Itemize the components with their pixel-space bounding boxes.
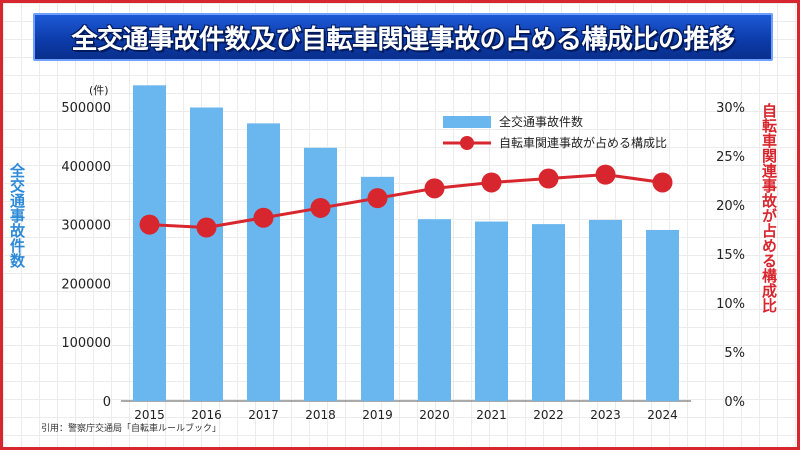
combo-chart: 0 100000 200000 300000 400000 500000 0% 5% 10% 15…: [61, 85, 745, 422]
left-tick-label: 500000: [61, 101, 111, 116]
right-tick-label: 30%: [716, 101, 745, 116]
x-tick-label: 2023: [590, 408, 621, 422]
line-point: [652, 172, 673, 193]
bar: [361, 176, 394, 401]
title-banner: 全交通事故件数及び自転車関連事故の占める構成比の推移: [33, 13, 773, 61]
right-tick-label: 15%: [716, 248, 745, 263]
right-tick-label: 10%: [716, 297, 745, 312]
legend-point-swatch: [460, 136, 474, 150]
bar: [532, 224, 565, 401]
right-axis-label: 自転車関連事故が占める構成比: [760, 103, 778, 313]
line-point: [481, 172, 502, 193]
x-tick-label: 2018: [305, 408, 336, 422]
bar: [418, 219, 451, 401]
x-tick-label: 2020: [419, 408, 450, 422]
line-point: [367, 188, 388, 209]
right-tick-label: 20%: [716, 199, 745, 214]
line-point: [196, 217, 217, 238]
chart-title: 全交通事故件数及び自転車関連事故の占める構成比の推移: [71, 24, 735, 55]
x-tick-label: 2021: [476, 408, 507, 422]
left-tick-label: 0: [103, 395, 111, 410]
x-tick-label: 2024: [647, 408, 678, 422]
x-tick-label: 2017: [248, 408, 279, 422]
line-point: [595, 164, 616, 185]
left-tick-label: 400000: [61, 160, 111, 175]
legend-bar-swatch: [443, 116, 491, 128]
line-point: [424, 178, 445, 199]
bar: [190, 107, 223, 401]
bar: [133, 85, 166, 401]
series-line: [149, 173, 663, 230]
left-axis-label: 全交通事故件数: [8, 163, 26, 268]
source-note: 引用：警察庁交通局「自転車ルールブック」: [41, 424, 222, 434]
left-tick-label: 300000: [61, 219, 111, 234]
x-tick-label: 2019: [362, 408, 393, 422]
left-tick-label: 100000: [61, 336, 111, 351]
right-tick-label: 5%: [724, 346, 745, 361]
bar: [304, 147, 337, 401]
line-point: [253, 207, 274, 228]
right-tick-label: 25%: [716, 150, 745, 165]
x-tick-label: 2016: [191, 408, 222, 422]
bar: [589, 219, 622, 401]
bar: [475, 221, 508, 401]
x-tick-label: 2022: [533, 408, 564, 422]
x-tick-label: 2015: [134, 408, 165, 422]
right-tick-label: 0%: [724, 395, 745, 410]
line-point: [310, 197, 331, 218]
legend-label: 全交通事故件数: [499, 114, 583, 129]
bar: [247, 123, 280, 402]
legend-label: 自転車関連事故が占める構成比: [499, 135, 667, 150]
left-tick-label: 200000: [61, 277, 111, 292]
line-point: [538, 168, 559, 189]
line-point: [139, 214, 160, 235]
left-axis-unit: (件): [89, 84, 109, 97]
bar: [646, 229, 679, 401]
